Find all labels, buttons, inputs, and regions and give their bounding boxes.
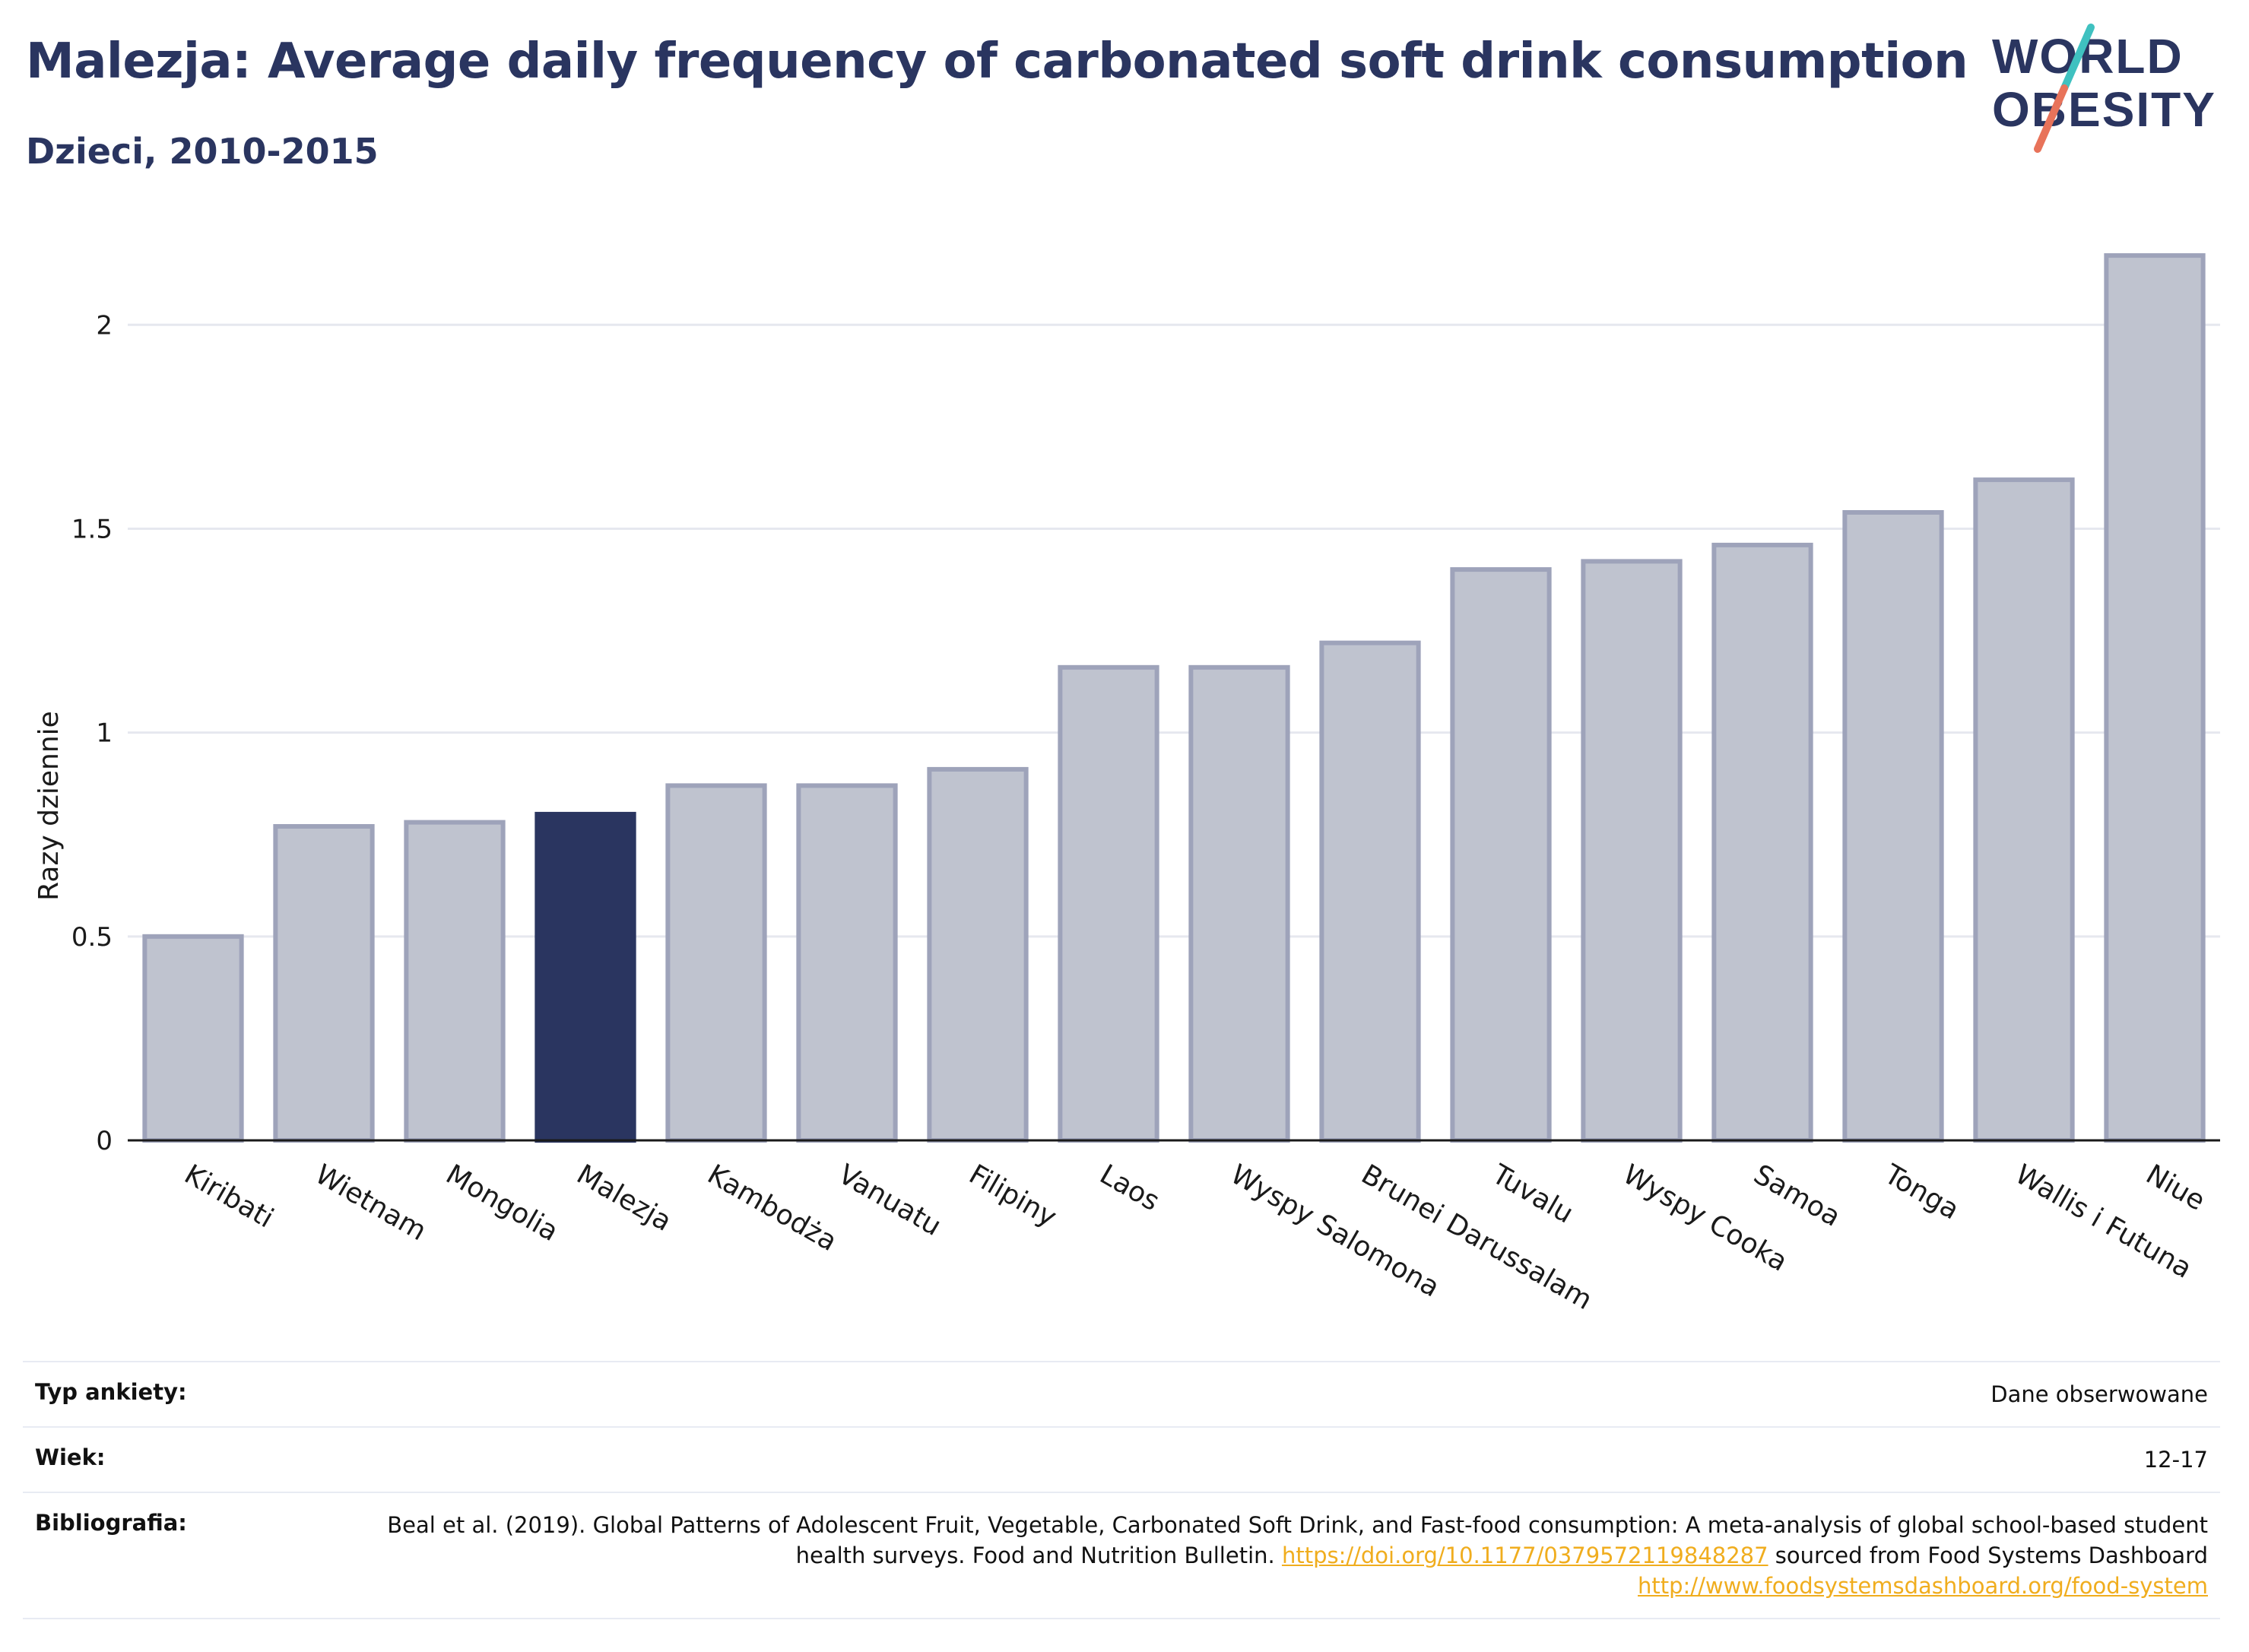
bar-vanuatu: [796, 783, 898, 1143]
bibliography-text-2: sourced from Food Systems Dashboard: [1775, 1543, 2208, 1568]
bar-kambodża: [665, 783, 767, 1143]
bar-chart-svg: 0 0.5 1 1.5 2 Kiribati Wietnam Mongolia Malezja K…: [71, 253, 2220, 1316]
bar-wyspy-cooka: [1581, 559, 1683, 1143]
y-tick-label: 0: [96, 1126, 113, 1156]
bar-wyspy-salomona: [1188, 664, 1290, 1143]
x-tick-label: Laos: [1095, 1159, 1165, 1217]
age-value: 12-17: [2143, 1447, 2208, 1473]
chart-title: Malezja: Average daily frequency of carb…: [26, 33, 1968, 90]
bar-laos: [1058, 664, 1159, 1143]
bar-mongolia: [404, 820, 506, 1143]
bar-kiribati: [142, 934, 244, 1143]
survey-type-label: Typ ankiety:: [35, 1379, 187, 1405]
survey-type-value: Dane obserwowane: [1990, 1381, 2208, 1407]
logo-text-obesity: OBESITY: [1992, 82, 2216, 137]
bibliography-label: Bibliografia:: [35, 1510, 187, 1536]
bar-malezja: [534, 811, 636, 1143]
x-tick-label: Mongolia: [441, 1159, 564, 1248]
x-tick-label: Kambodża: [703, 1159, 842, 1257]
bibliography-value: Beal et al. (2019). Global Patterns of A…: [383, 1510, 2208, 1601]
bar-chart: 0 0.5 1 1.5 2 Kiribati Wietnam Mongolia Malezja K…: [33, 253, 2220, 1316]
x-tick-label: Malezja: [572, 1159, 677, 1238]
x-tick-label: Tuvalu: [1486, 1159, 1578, 1230]
x-tick-label: Wyspy Salomona: [1226, 1159, 1445, 1303]
x-tick-label: Kiribati: [179, 1159, 279, 1234]
x-tick-label: Brunei Darussalam: [1356, 1159, 1597, 1316]
chart-subtitle: Dzieci, 2010-2015: [26, 131, 379, 172]
bar-samoa: [1711, 542, 1813, 1143]
doi-link[interactable]: https://doi.org/10.1177/0379572119848287: [1281, 1543, 1768, 1568]
bar-tuvalu: [1450, 567, 1552, 1143]
x-tick-label: Tonga: [1879, 1159, 1965, 1226]
age-label: Wiek:: [35, 1444, 106, 1470]
x-tick-label: Samoa: [1749, 1159, 1846, 1233]
info-row-survey-type: Typ ankiety: Dane obserwowane: [23, 1362, 2220, 1428]
logo-slash-top: [2060, 24, 2095, 92]
x-tick-label: Filipiny: [964, 1159, 1062, 1233]
bar-brunei-darussalam: [1319, 640, 1421, 1143]
info-row-bibliography: Bibliografia: Beal et al. (2019). Global…: [23, 1493, 2220, 1619]
y-tick-label: 0.5: [71, 922, 113, 953]
info-row-age: Wiek: 12-17: [23, 1428, 2220, 1493]
x-tick-label: Wietnam: [310, 1159, 432, 1247]
x-tick-label: Niue: [2141, 1159, 2210, 1216]
food-systems-link[interactable]: http://www.foodsystemsdashboard.org/food…: [1638, 1573, 2208, 1599]
bar-tonga: [1842, 510, 1944, 1143]
bibliography-text-1: Beal et al. (2019). Global Patterns of A…: [387, 1512, 2208, 1568]
bar-wallis-i-futuna: [1973, 477, 2075, 1143]
info-table: Typ ankiety: Dane obserwowane Wiek: 12-1…: [23, 1361, 2220, 1619]
bar-niue: [2104, 253, 2206, 1143]
world-obesity-logo[interactable]: WORLD OBESITY: [1977, 20, 2235, 157]
logo-slash-bottom: [2034, 84, 2068, 153]
y-tick-label: 1.5: [71, 514, 113, 544]
y-tick-label: 2: [96, 310, 113, 341]
bar-wietnam: [273, 824, 375, 1143]
bar-filipiny: [927, 766, 1029, 1143]
y-axis-label: Razy dziennie: [33, 711, 65, 901]
y-tick-label: 1: [96, 718, 113, 749]
x-tick-label: Vanuatu: [833, 1159, 947, 1242]
